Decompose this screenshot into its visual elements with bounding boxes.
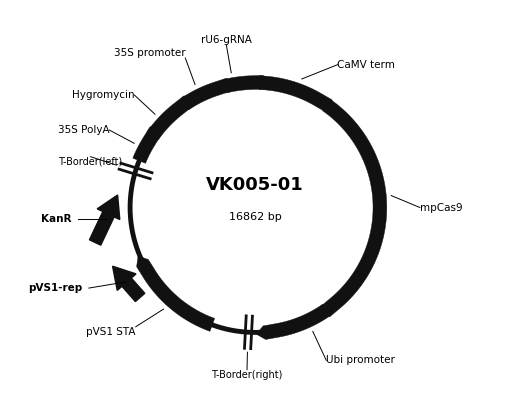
Text: pVS1 STA: pVS1 STA [86, 327, 135, 337]
FancyArrow shape [89, 195, 120, 245]
Text: mpCas9: mpCas9 [419, 203, 462, 212]
Text: VK005-01: VK005-01 [206, 176, 303, 194]
Text: T-Border(right): T-Border(right) [211, 370, 282, 380]
Text: Ubi promoter: Ubi promoter [326, 355, 394, 365]
Polygon shape [259, 76, 335, 112]
Polygon shape [132, 124, 161, 163]
Polygon shape [256, 304, 330, 339]
Text: 35S promoter: 35S promoter [114, 48, 185, 58]
Text: pVS1-rep: pVS1-rep [29, 283, 82, 293]
Text: rU6-gRNA: rU6-gRNA [201, 35, 251, 45]
Text: T-Border(left): T-Border(left) [59, 157, 122, 167]
Text: 16862 bp: 16862 bp [228, 212, 281, 222]
Polygon shape [136, 256, 214, 331]
Polygon shape [147, 96, 194, 140]
FancyArrow shape [112, 266, 145, 302]
Text: KanR: KanR [41, 214, 71, 224]
Polygon shape [319, 100, 386, 317]
Polygon shape [222, 76, 271, 93]
Text: Hygromycin: Hygromycin [72, 90, 134, 100]
Text: 35S PolyA: 35S PolyA [58, 125, 109, 135]
Text: CaMV term: CaMV term [337, 60, 394, 70]
Polygon shape [181, 78, 236, 110]
